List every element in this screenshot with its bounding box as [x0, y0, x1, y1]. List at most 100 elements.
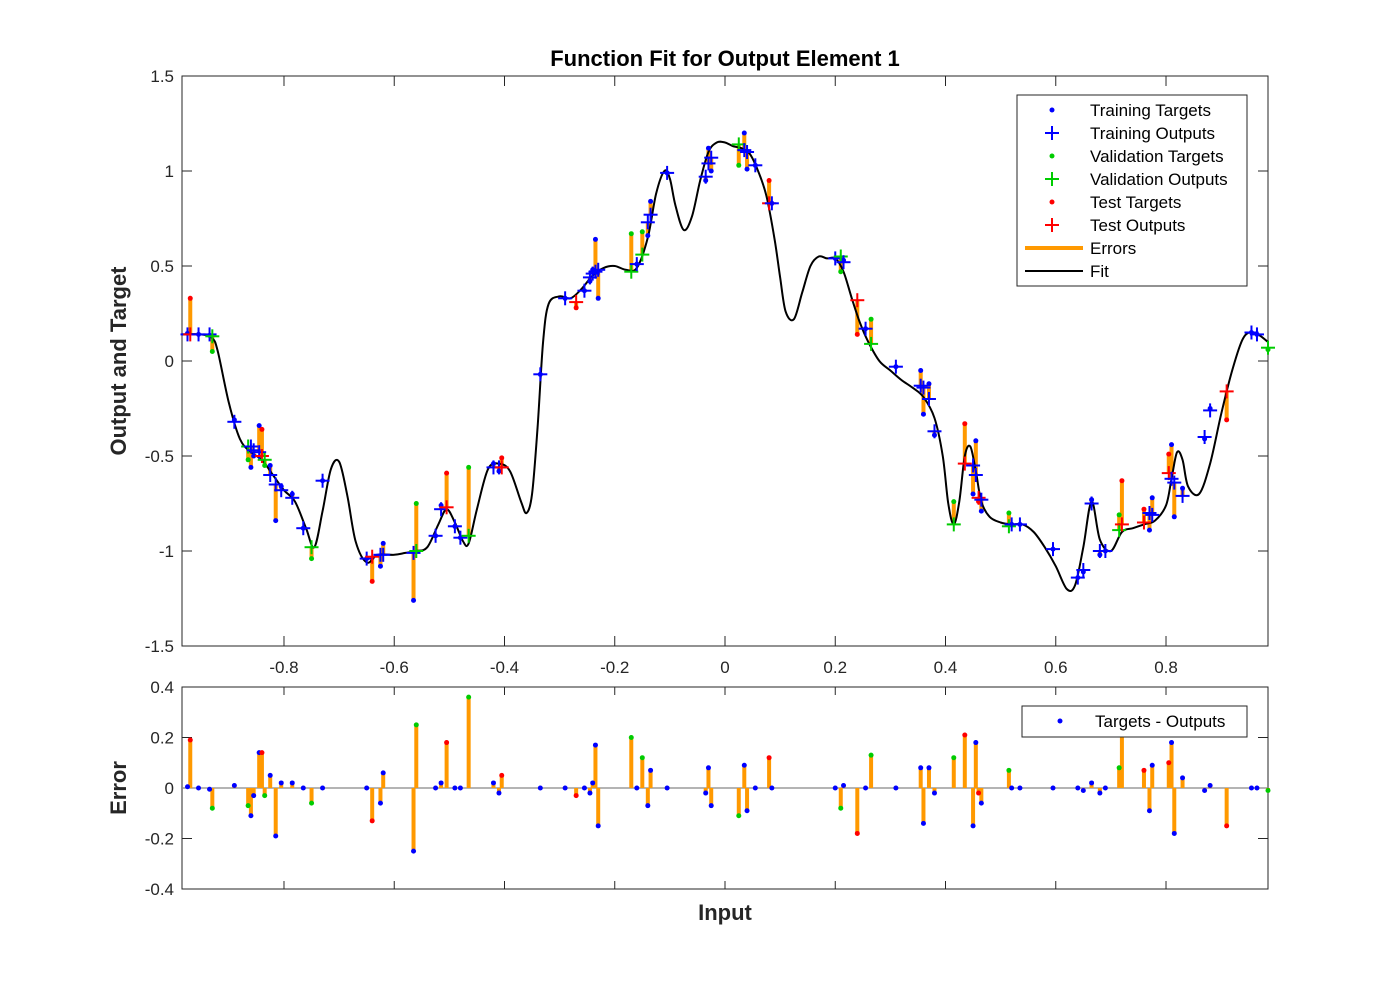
training-target-point: [411, 597, 417, 603]
test-error-dot: [369, 818, 375, 824]
training-target-point: [267, 463, 273, 468]
training-error-dot: [457, 785, 463, 791]
legend-test-targets: Test Targets: [1090, 193, 1181, 212]
training-output-marker: [1167, 475, 1182, 490]
training-error-dot: [537, 785, 543, 791]
chart-title: Function Fit for Output Element 1: [550, 46, 900, 71]
legend-targets-outputs: Targets - Outputs: [1095, 712, 1225, 731]
error-y-tick-label: 0.4: [150, 678, 174, 697]
validation-target-point: [309, 556, 315, 562]
training-output-marker: [558, 291, 573, 306]
test-output-marker: [569, 295, 584, 310]
training-error-dot: [1017, 785, 1023, 791]
training-output-marker: [858, 321, 873, 336]
training-error-dot: [562, 785, 568, 791]
training-output-marker: [966, 458, 981, 473]
training-output-marker: [698, 169, 713, 184]
main-x-tick-label: -0.4: [490, 658, 519, 677]
training-error-dot: [251, 793, 257, 799]
test-output-marker: [1219, 384, 1234, 399]
test-output-marker: [957, 456, 972, 471]
main-x-tick-label: 0.8: [1154, 658, 1178, 677]
training-output-marker: [913, 378, 928, 393]
training-error-dot: [1207, 782, 1213, 788]
training-error-dot: [1089, 780, 1095, 786]
validation-target-point: [209, 349, 215, 354]
training-output-marker: [1175, 488, 1190, 503]
training-target-point: [1171, 514, 1177, 520]
training-error-dot: [1248, 785, 1254, 791]
test-target-point: [499, 455, 505, 461]
training-error-dot: [592, 742, 598, 748]
main-y-tick-label: 1: [165, 162, 174, 181]
training-error-dot: [769, 785, 775, 791]
training-error-dot: [1075, 785, 1081, 791]
test-target-point: [1119, 478, 1125, 484]
training-error-dot: [1097, 790, 1103, 796]
test-target-point: [1141, 506, 1147, 512]
training-error-dot: [708, 803, 714, 809]
training-output-marker: [921, 392, 936, 406]
training-error-dot: [970, 823, 976, 829]
test-output-marker: [1114, 517, 1129, 532]
training-target-point: [648, 198, 654, 204]
validation-target-point: [951, 499, 957, 505]
training-error-dot: [926, 765, 932, 771]
test-error-dot: [499, 772, 505, 778]
training-output-marker: [1142, 506, 1157, 520]
validation-error-dot: [639, 755, 645, 761]
test-target-point: [369, 578, 375, 584]
legend-marker-targets-outputs: [1057, 718, 1063, 724]
main-legend: Training Targets Training Outputs Valida…: [1016, 94, 1248, 287]
training-output-marker: [968, 468, 983, 482]
legend-errors: Errors: [1090, 239, 1136, 258]
error-y-axis-label: Error: [106, 761, 131, 815]
training-output-marker: [1046, 542, 1061, 557]
training-output-marker: [376, 547, 391, 562]
legend-training-outputs: Training Outputs: [1090, 124, 1215, 143]
test-output-marker: [1136, 515, 1151, 530]
training-error-dot: [863, 785, 869, 791]
error-chart: -0.4 -0.2 0 0.2 0.4 Error Input Targets - Ou…: [106, 678, 1271, 925]
validation-error-dot: [262, 793, 268, 799]
validation-target-point: [466, 464, 472, 470]
training-output-marker: [1076, 563, 1091, 577]
training-output-marker: [227, 414, 242, 429]
validation-error-dot: [736, 813, 742, 819]
training-error-dot: [841, 782, 847, 788]
validation-output-marker: [1112, 523, 1127, 538]
training-target-point: [744, 166, 750, 172]
training-error-dot: [1180, 775, 1186, 781]
test-error-dot: [1166, 760, 1172, 766]
training-error-dot: [196, 785, 202, 791]
validation-target-point: [1116, 512, 1122, 518]
training-error-dot: [438, 780, 444, 786]
legend-training-targets: Training Targets: [1090, 101, 1211, 120]
test-target-point: [1224, 417, 1230, 423]
test-error-dot: [444, 740, 450, 746]
test-target-point: [766, 178, 772, 183]
training-error-dot: [1254, 785, 1260, 791]
training-target-point: [926, 381, 932, 387]
training-error-dot: [1149, 762, 1155, 768]
training-error-dot: [278, 780, 284, 786]
training-target-point: [1149, 495, 1155, 501]
training-error-dot: [320, 785, 326, 791]
validation-target-point: [1006, 510, 1012, 516]
test-error-dot: [766, 755, 772, 761]
test-error-dot: [1224, 823, 1230, 829]
training-target-point: [978, 508, 984, 514]
test-error-dot: [976, 790, 982, 796]
main-x-tick-label: 0.2: [823, 658, 847, 677]
training-error-dot: [289, 780, 295, 786]
main-x-tick-label: 0: [720, 658, 729, 677]
validation-error-dot: [838, 805, 844, 811]
training-output-marker: [447, 519, 462, 534]
training-error-dot: [1171, 830, 1177, 836]
training-output-marker: [296, 521, 311, 536]
validation-output-marker: [304, 540, 319, 555]
main-y-ticks: -1.5 -1 -0.5 0 0.5 1 1.5: [145, 67, 1268, 656]
validation-output-marker: [257, 452, 272, 467]
training-error-dot: [273, 833, 279, 839]
training-error-dot: [741, 762, 747, 768]
